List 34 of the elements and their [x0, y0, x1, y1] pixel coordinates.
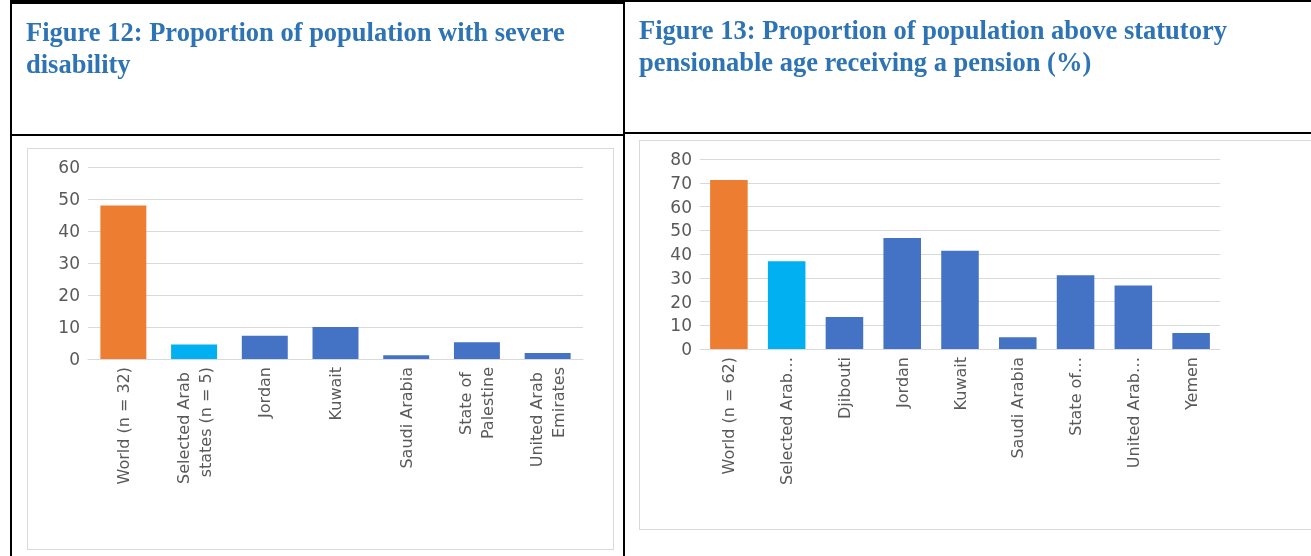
y-tick-label: 10: [58, 317, 80, 337]
y-tick-label: 40: [58, 221, 80, 241]
y-tick-label: 0: [681, 339, 692, 359]
x-tick-label: Jordan: [892, 357, 912, 409]
x-tick-label: State of…: [1066, 357, 1086, 436]
y-tick-label: 20: [58, 285, 80, 305]
y-tick-label: 30: [670, 267, 692, 288]
y-tick-label: 70: [670, 172, 692, 193]
x-tick-label: World (n = 32): [113, 367, 133, 485]
y-tick-label: 40: [670, 244, 692, 264]
y-tick-label: 50: [670, 220, 692, 241]
chart-title: Figure 13: Proportion of population above statutory pensionable age receiving a pension (%): [625, 0, 1311, 134]
y-tick-label: 10: [670, 315, 692, 336]
y-tick-label: 50: [58, 189, 80, 209]
x-tick-label: Yemen: [1181, 357, 1201, 412]
x-tick-label: Saudi Arabia: [1008, 357, 1028, 459]
y-tick-label: 30: [58, 253, 80, 273]
x-tick-label: State of Palestine: [456, 367, 498, 440]
x-tick-label: United Arab Emirates: [527, 367, 569, 468]
x-tick-label: Selected Arab…: [777, 357, 797, 485]
x-tick-label: Kuwait: [950, 357, 970, 411]
x-tick-label: Jordan: [255, 367, 275, 419]
x-tick-label: Kuwait: [326, 367, 345, 421]
y-tick-label: 20: [670, 291, 692, 312]
y-tick-label: 60: [670, 196, 692, 217]
x-tick-label: Djibouti: [834, 357, 854, 420]
y-tick-label: 0: [69, 349, 80, 369]
x-tick-label: Selected Arab states (n = 5): [173, 367, 215, 485]
x-tick-label: United Arab…: [1123, 357, 1143, 469]
x-tick-label: Saudi Arabia: [396, 367, 416, 469]
chart-title: Figure 12: Proportion of population with severe disability: [12, 2, 623, 136]
x-tick-label: World (n = 62): [719, 357, 739, 475]
y-tick-label: 80: [670, 149, 692, 169]
y-tick-label: 60: [58, 157, 80, 177]
